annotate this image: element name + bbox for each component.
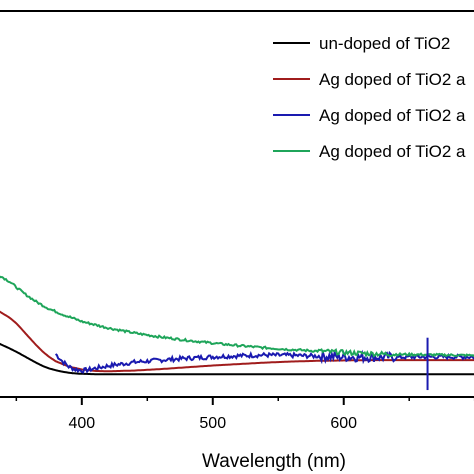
series-line-1 bbox=[0, 342, 474, 376]
x-axis-title: Wavelength (nm) bbox=[202, 451, 346, 472]
x-tick-label: 400 bbox=[68, 415, 95, 432]
series-layer bbox=[0, 275, 474, 391]
series-line-3 bbox=[54, 349, 474, 374]
legend-label-4: Ag doped of TiO2 a bbox=[319, 142, 466, 161]
x-tick-label: 500 bbox=[199, 415, 226, 432]
x-tick-label: 600 bbox=[330, 415, 357, 432]
series-line-4 bbox=[0, 275, 474, 358]
legend: un-doped of TiO2 Ag doped of TiO2 a Ag dop… bbox=[273, 34, 466, 161]
legend-label-1: un-doped of TiO2 bbox=[319, 34, 450, 53]
legend-label-2: Ag doped of TiO2 a bbox=[319, 70, 466, 89]
x-axis: 400 500 600 bbox=[15, 397, 474, 432]
plot-frame bbox=[0, 10, 474, 398]
series-line-2 bbox=[0, 310, 474, 373]
legend-label-3: Ag doped of TiO2 a bbox=[319, 106, 466, 125]
